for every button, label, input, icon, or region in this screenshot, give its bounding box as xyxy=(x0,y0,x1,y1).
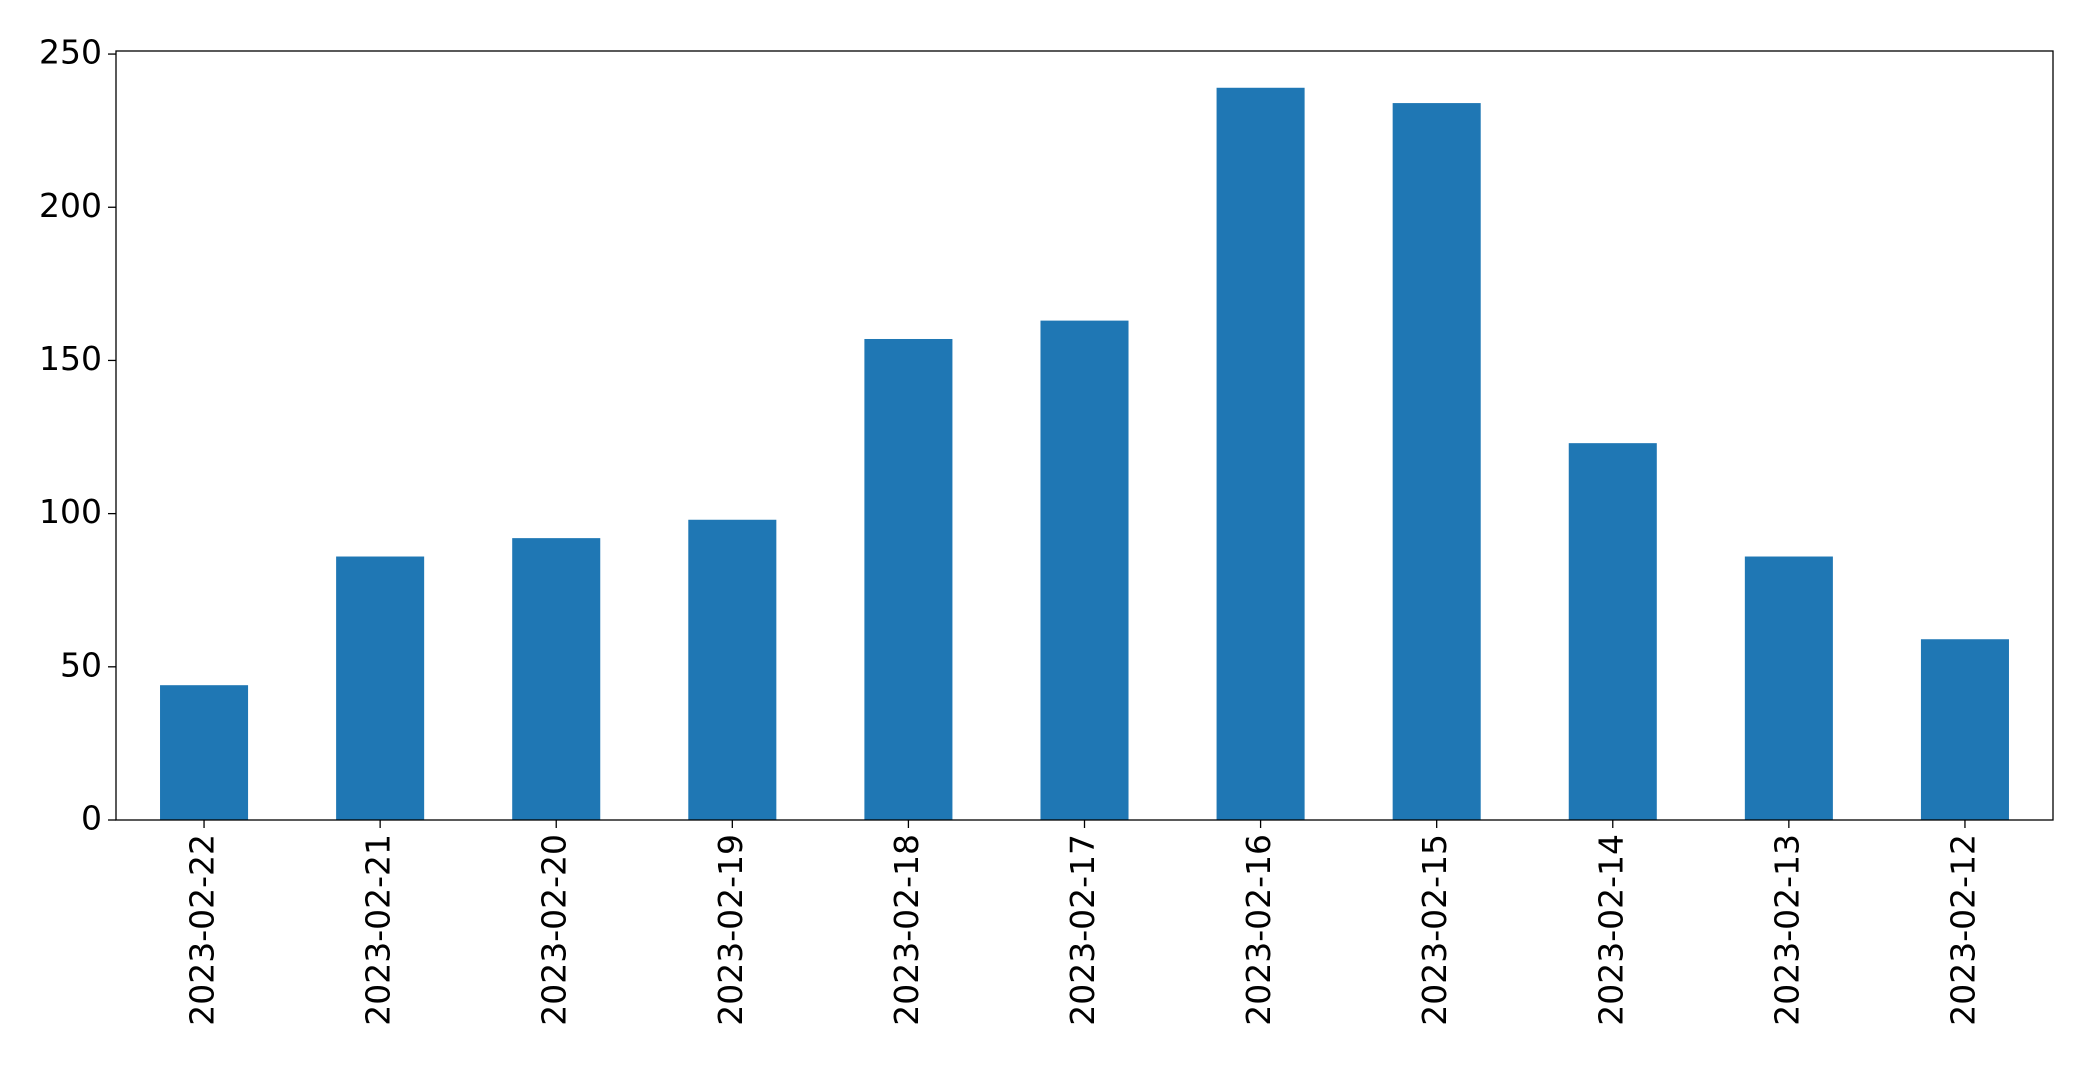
bar xyxy=(1040,320,1129,820)
x-tick-label: 2023-02-22 xyxy=(183,834,222,1026)
bar xyxy=(1744,556,1833,820)
x-tick-label: 2023-02-15 xyxy=(1415,834,1454,1026)
x-tick-label: 2023-02-14 xyxy=(1591,834,1630,1026)
y-tick-label: 100 xyxy=(39,492,102,531)
y-tick-label: 150 xyxy=(39,339,102,378)
bar xyxy=(688,519,777,820)
bar xyxy=(160,685,249,820)
bar xyxy=(1568,443,1657,820)
x-tick-label: 2023-02-13 xyxy=(1767,834,1806,1026)
x-tick-label: 2023-02-16 xyxy=(1239,834,1278,1026)
x-tick-label: 2023-02-18 xyxy=(887,834,926,1026)
y-tick-label: 50 xyxy=(60,645,102,684)
bar xyxy=(864,338,953,820)
bar xyxy=(1392,103,1481,820)
bar xyxy=(1216,87,1305,820)
y-tick-label: 250 xyxy=(39,33,102,72)
bar xyxy=(336,556,425,820)
plot-frame xyxy=(115,50,2054,821)
y-tick-label: 0 xyxy=(81,799,102,838)
x-tick-label: 2023-02-21 xyxy=(359,834,398,1026)
bar xyxy=(512,538,601,820)
y-tick-label: 200 xyxy=(39,186,102,225)
x-tick-label: 2023-02-12 xyxy=(1943,834,1982,1026)
bar xyxy=(1920,639,2009,820)
x-tick-label: 2023-02-19 xyxy=(711,834,750,1026)
x-tick-label: 2023-02-20 xyxy=(535,834,574,1026)
x-tick-label: 2023-02-17 xyxy=(1063,834,1102,1026)
